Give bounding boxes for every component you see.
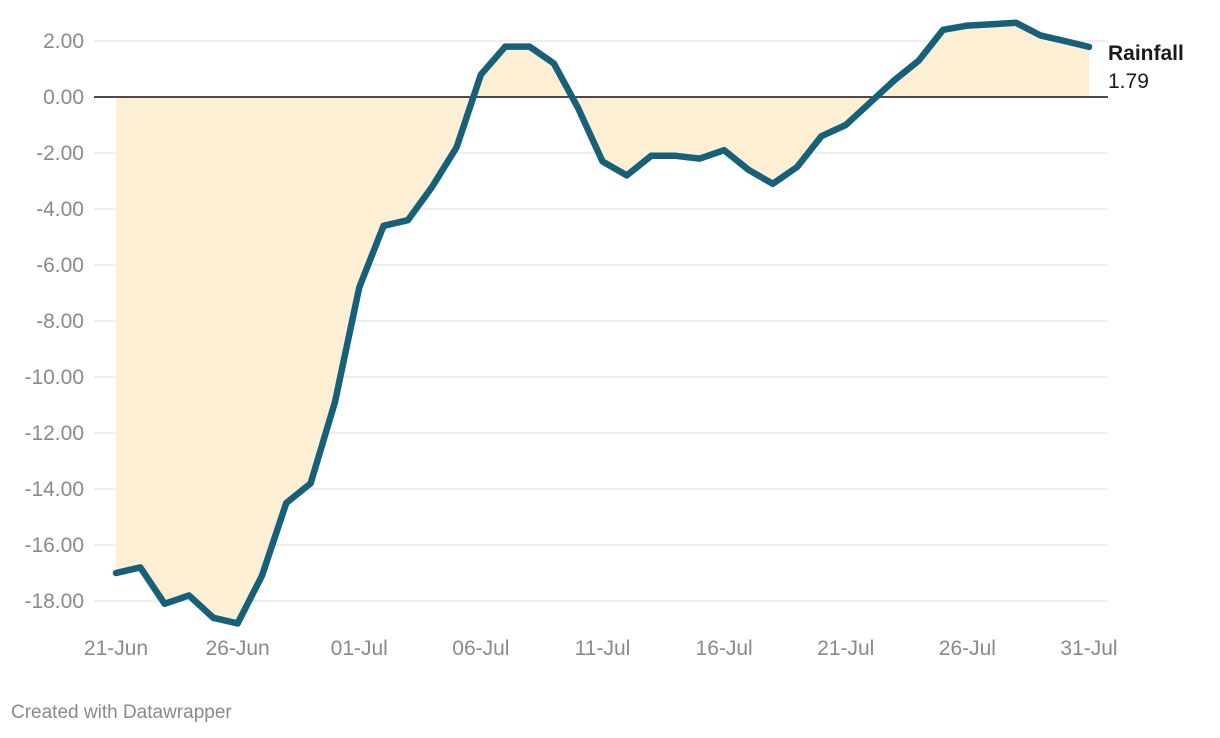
y-tick-label: -2.00 <box>36 142 84 165</box>
y-tick-label: -16.00 <box>24 534 84 557</box>
rainfall-area-fill <box>116 22 1089 624</box>
x-tick-label: 06-Jul <box>452 637 509 660</box>
x-tick-label: 11-Jul <box>575 637 631 660</box>
y-tick-label: -6.00 <box>36 254 84 277</box>
x-tick-label: 26-Jul <box>939 637 996 660</box>
x-tick-label: 16-Jul <box>696 637 753 660</box>
x-tick-label: 01-Jul <box>331 637 388 660</box>
datawrapper-credit: Created with Datawrapper <box>11 702 232 723</box>
y-tick-label: -12.00 <box>24 422 84 445</box>
rainfall-chart: 2.00 0.00 -2.00 -4.00 -6.00 -8.00 -10.00 -12.00… <box>24 19 1184 660</box>
y-tick-label: -4.00 <box>36 198 84 221</box>
y-tick-label: 0.00 <box>43 86 84 109</box>
series-label-value: 1.79 <box>1108 70 1149 93</box>
x-tick-label: 31-Jul <box>1060 637 1117 660</box>
y-tick-label: -8.00 <box>36 310 84 333</box>
y-tick-label: -18.00 <box>24 590 84 613</box>
x-tick-label: 21-Jun <box>84 637 148 660</box>
y-tick-label: -10.00 <box>24 366 84 389</box>
y-tick-label: -14.00 <box>24 478 84 501</box>
y-axis-tick-labels: 2.00 0.00 -2.00 -4.00 -6.00 -8.00 -10.00 -12.00… <box>24 30 84 613</box>
x-axis-tick-labels: 21-Jun 26-Jun 01-Jul 06-Jul 11-Jul 16-Jul 21-J… <box>84 637 1118 660</box>
x-tick-label: 21-Jul <box>817 637 874 660</box>
series-label-name: Rainfall <box>1108 42 1184 65</box>
rainfall-series-line <box>112 19 1093 627</box>
y-tick-label: 2.00 <box>43 30 84 53</box>
x-tick-label: 26-Jun <box>206 637 270 660</box>
